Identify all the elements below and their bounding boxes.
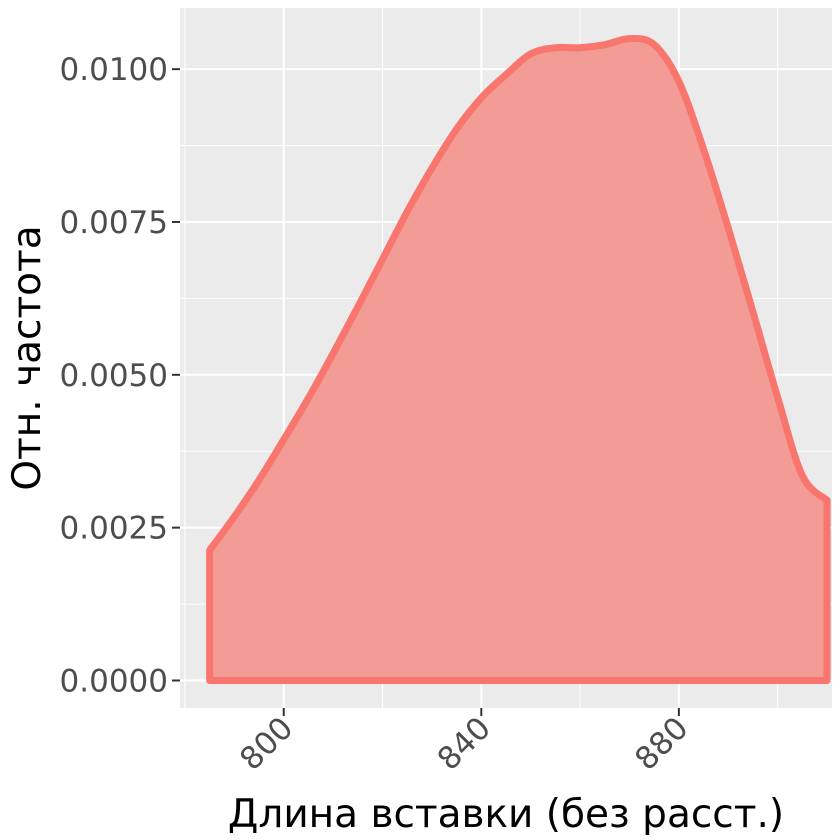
x-tick-label: 800 bbox=[233, 710, 300, 777]
y-axis-title: Отн. частота bbox=[5, 225, 50, 490]
y-tick-label: 0.0025 bbox=[60, 511, 168, 547]
x-tick-label: 840 bbox=[431, 710, 498, 777]
y-tick-label: 0.0075 bbox=[60, 205, 168, 241]
series-layer bbox=[206, 35, 831, 684]
y-tick-label: 0.0100 bbox=[60, 52, 168, 88]
x-axis-title: Длина вставки (без расст.) bbox=[228, 792, 784, 837]
y-tick-label: 0.0000 bbox=[60, 663, 168, 699]
x-tick-label: 880 bbox=[628, 710, 695, 777]
density-area-fill bbox=[209, 38, 828, 681]
density-area-outline bbox=[206, 35, 831, 684]
y-tick-label: 0.0050 bbox=[60, 358, 168, 394]
